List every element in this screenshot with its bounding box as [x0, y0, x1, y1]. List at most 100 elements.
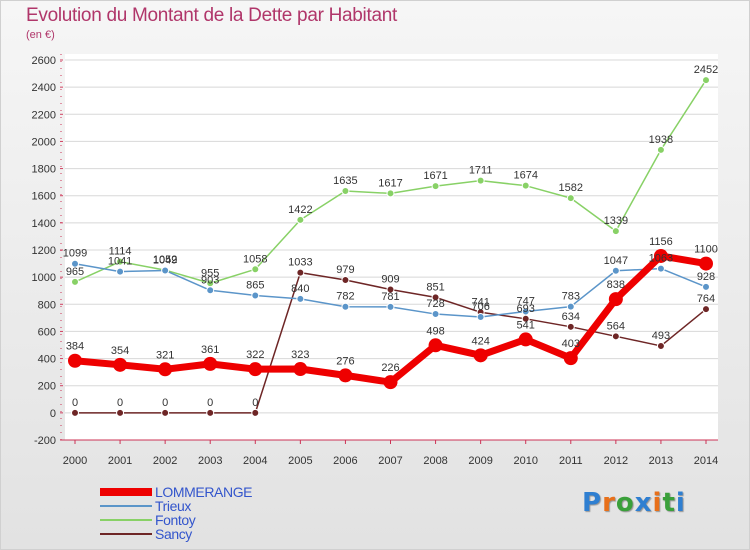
- data-point-lommerange: [518, 332, 533, 347]
- y-tick-label: 0: [50, 408, 56, 420]
- data-point-trieux: [161, 266, 170, 275]
- data-point-trieux: [296, 294, 305, 303]
- y-tick-label: 2600: [32, 55, 56, 67]
- x-tick-label: 2006: [333, 455, 357, 467]
- logo-letter: r: [602, 488, 616, 518]
- data-label-trieux: 782: [336, 291, 354, 303]
- data-point-lommerange: [113, 357, 128, 372]
- data-label-sancy: 493: [652, 330, 670, 342]
- logo-letter: P: [582, 488, 603, 518]
- x-tick-label: 2005: [288, 455, 312, 467]
- data-label-lommerange: 323: [291, 349, 309, 361]
- data-label-trieux: 783: [562, 291, 580, 303]
- data-point-trieux: [431, 310, 440, 319]
- data-label-sancy: 0: [207, 397, 213, 409]
- y-tick-label: 200: [38, 381, 56, 393]
- x-tick-label: 2014: [694, 455, 718, 467]
- data-label-trieux: 1049: [153, 254, 177, 266]
- data-label-fontoy: 1058: [243, 253, 267, 265]
- logo-letter: i: [652, 488, 663, 518]
- legend-swatch: [100, 533, 152, 535]
- data-label-trieux: 903: [201, 274, 219, 286]
- y-tick-label: 1000: [32, 272, 56, 284]
- data-label-sancy: 1033: [288, 257, 312, 269]
- proxiti-logo: Proxiti: [582, 488, 686, 518]
- logo-letter: i: [675, 488, 686, 518]
- x-tick-label: 2003: [198, 455, 222, 467]
- data-label-lommerange: 1100: [694, 244, 718, 256]
- data-point-sancy: [611, 332, 620, 341]
- data-label-trieux: 781: [381, 291, 399, 303]
- data-point-sancy: [566, 322, 575, 331]
- data-point-lommerange: [699, 256, 713, 271]
- data-point-trieux: [386, 302, 395, 311]
- data-point-sancy: [341, 275, 350, 284]
- data-label-trieux: 928: [697, 271, 715, 283]
- data-label-fontoy: 1339: [604, 215, 628, 227]
- data-point-lommerange: [293, 362, 308, 377]
- data-point-trieux: [476, 313, 485, 322]
- data-label-lommerange: 276: [336, 355, 354, 367]
- data-label-lommerange: 321: [156, 349, 174, 361]
- data-point-fontoy: [431, 182, 440, 191]
- legend-swatch: [100, 519, 152, 521]
- data-label-fontoy: 1114: [109, 246, 132, 258]
- y-tick-label: 2000: [32, 136, 56, 148]
- data-point-fontoy: [251, 265, 260, 274]
- data-label-lommerange: 541: [517, 319, 535, 331]
- data-point-trieux: [566, 302, 575, 311]
- data-label-trieux: 706: [471, 301, 489, 313]
- x-tick-label: 2004: [243, 455, 267, 467]
- data-point-sancy: [702, 305, 710, 314]
- y-tick-label: 600: [38, 326, 56, 338]
- y-tick-label: 2200: [32, 109, 56, 121]
- data-label-lommerange: 1156: [649, 236, 673, 248]
- data-point-sancy: [206, 408, 215, 417]
- legend-label: Fontoy: [155, 512, 196, 528]
- data-point-sancy: [161, 408, 170, 417]
- legend-label: Sancy: [155, 526, 192, 542]
- data-label-sancy: 909: [381, 273, 399, 285]
- data-label-sancy: 0: [162, 397, 168, 409]
- x-tick-label: 2009: [468, 455, 492, 467]
- data-point-sancy: [386, 285, 395, 294]
- logo-letter: o: [615, 488, 635, 518]
- data-point-lommerange: [473, 348, 488, 363]
- data-label-lommerange: 498: [426, 325, 444, 337]
- data-label-lommerange: 424: [471, 335, 489, 347]
- data-label-trieux: 1041: [108, 256, 132, 268]
- data-point-trieux: [702, 282, 710, 291]
- data-label-sancy: 693: [517, 303, 535, 315]
- data-label-sancy: 979: [336, 264, 354, 276]
- logo-letter: t: [662, 488, 676, 518]
- data-label-trieux: 840: [291, 283, 309, 295]
- data-label-sancy: 741: [471, 296, 489, 308]
- data-label-lommerange: 838: [607, 279, 625, 291]
- y-tick-label: -200: [34, 435, 56, 447]
- data-point-lommerange: [563, 351, 578, 366]
- x-tick-label: 2008: [423, 455, 447, 467]
- data-point-fontoy: [341, 186, 350, 195]
- data-label-sancy: 0: [252, 397, 258, 409]
- unit-label: (en €): [26, 29, 55, 41]
- data-label-lommerange: 384: [66, 341, 84, 353]
- data-point-sancy: [431, 293, 440, 302]
- data-point-sancy: [251, 408, 260, 417]
- chart-title: Evolution du Montant de la Dette par Hab…: [26, 5, 397, 26]
- y-tick-label: 800: [38, 299, 56, 311]
- data-label-sancy: 564: [607, 320, 625, 332]
- logo-letter: x: [634, 488, 653, 518]
- data-point-lommerange: [158, 362, 173, 377]
- x-tick-label: 2007: [378, 455, 402, 467]
- data-point-trieux: [656, 264, 665, 273]
- data-label-fontoy: 1052: [153, 254, 177, 266]
- data-label-fontoy: 2452: [694, 64, 718, 76]
- data-point-sancy: [656, 341, 665, 350]
- y-tick-label: 1200: [32, 245, 56, 257]
- data-label-lommerange: 361: [201, 344, 219, 356]
- data-label-sancy: 0: [117, 397, 123, 409]
- data-point-trieux: [521, 307, 530, 316]
- data-label-trieux: 747: [517, 295, 535, 307]
- data-point-fontoy: [611, 227, 620, 236]
